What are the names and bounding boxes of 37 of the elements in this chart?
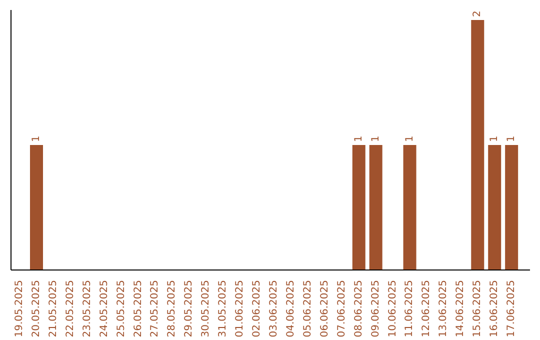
data-label: 1 — [353, 136, 364, 142]
x-tick-label: 11.06.2025 — [404, 280, 416, 338]
x-tick-label: 24.05.2025 — [98, 280, 110, 338]
x-tick-label: 26.05.2025 — [132, 280, 144, 338]
x-tick-label: 30.05.2025 — [200, 280, 212, 338]
x-tick-label: 09.06.2025 — [370, 280, 382, 338]
x-tick-label: 28.05.2025 — [166, 280, 178, 338]
x-tick-label: 01.06.2025 — [234, 280, 246, 338]
x-tick-label: 05.06.2025 — [302, 280, 314, 338]
x-tick-label: 29.05.2025 — [184, 280, 195, 338]
data-label: 1 — [506, 136, 518, 142]
x-tick-label: 14.06.2025 — [455, 280, 466, 338]
x-tick-label: 31.05.2025 — [218, 280, 229, 338]
data-label: 1 — [31, 136, 42, 142]
x-tick-label: 03.06.2025 — [268, 280, 280, 338]
x-tick-label: 04.06.2025 — [285, 280, 296, 338]
x-tick-label: 06.06.2025 — [319, 280, 330, 338]
x-tick-label: 16.06.2025 — [489, 280, 500, 338]
x-tick-label: 17.06.2025 — [506, 280, 518, 338]
x-tick-label: 20.05.2025 — [30, 280, 42, 338]
x-tick-label: 10.06.2025 — [387, 280, 398, 338]
x-tick-label: 15.06.2025 — [472, 280, 484, 338]
data-label: 1 — [404, 136, 416, 142]
data-label: 1 — [489, 136, 500, 142]
x-tick-label: 22.05.2025 — [64, 280, 76, 338]
data-label: 1 — [370, 136, 382, 142]
x-tick-label: 02.06.2025 — [252, 280, 263, 338]
x-tick-label: 19.05.2025 — [14, 280, 25, 338]
x-tick-label: 13.06.2025 — [438, 280, 450, 338]
x-tick-label: 08.06.2025 — [353, 280, 364, 338]
x-tick-label: 21.05.2025 — [48, 280, 59, 338]
x-tick-label: 25.05.2025 — [116, 280, 127, 338]
x-tick-label: 07.06.2025 — [336, 280, 348, 338]
data-label: 2 — [472, 10, 484, 17]
x-tick-label: 12.06.2025 — [421, 280, 432, 338]
x-tick-label: 23.05.2025 — [82, 280, 93, 338]
x-tick-label: 27.05.2025 — [150, 280, 161, 338]
